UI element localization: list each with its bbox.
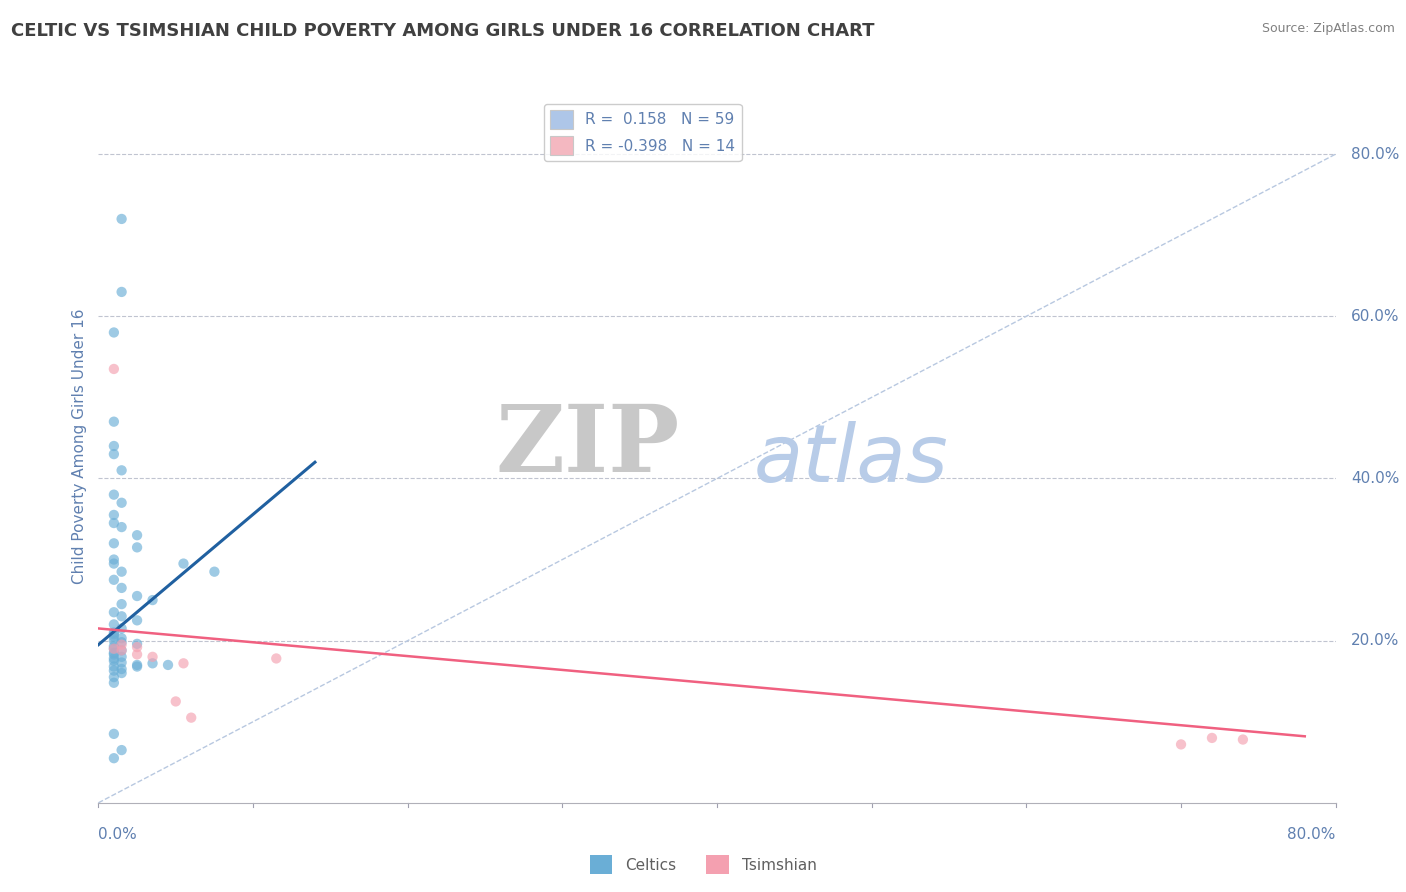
Point (103, 651, 125, 665)
Point (103, 415, 125, 429)
Point (103, 630, 125, 644)
Point (103, 447, 125, 461)
Text: 0.0%: 0.0% (98, 827, 138, 842)
Point (103, 573, 125, 587)
Point (103, 641, 125, 656)
Point (103, 536, 125, 550)
Point (103, 641, 125, 656)
Point (103, 727, 125, 741)
Point (111, 666, 132, 681)
Point (264, 651, 288, 665)
Text: CELTIC VS TSIMSHIAN CHILD POVERTY AMONG GIRLS UNDER 16 CORRELATION CHART: CELTIC VS TSIMSHIAN CHILD POVERTY AMONG … (11, 22, 875, 40)
Point (157, 657, 180, 672)
Point (103, 516, 125, 530)
Point (103, 633, 125, 648)
Point (127, 640, 149, 654)
Point (111, 643, 132, 657)
Point (127, 657, 149, 672)
Point (141, 593, 165, 607)
Point (127, 659, 149, 673)
Text: atlas: atlas (754, 421, 949, 500)
Point (103, 552, 125, 566)
Point (1170, 738, 1192, 752)
Point (103, 326, 125, 340)
Point (127, 528, 149, 542)
Point (111, 635, 132, 649)
Point (103, 617, 125, 632)
Point (111, 496, 132, 510)
Point (103, 439, 125, 453)
Point (1201, 731, 1223, 745)
Point (127, 613, 149, 627)
Point (111, 631, 132, 645)
Point (111, 743, 132, 757)
Text: 80.0%: 80.0% (1351, 146, 1399, 161)
Point (127, 589, 149, 603)
Point (103, 640, 125, 654)
Point (111, 609, 132, 624)
Point (103, 508, 125, 522)
Point (111, 565, 132, 579)
Y-axis label: Child Poverty Among Girls Under 16: Child Poverty Among Girls Under 16 (72, 309, 87, 583)
Point (111, 643, 132, 657)
Point (204, 565, 226, 579)
Point (111, 662, 132, 676)
Point (103, 648, 125, 662)
Text: 80.0%: 80.0% (1288, 827, 1336, 842)
Legend: Celtics, Tsimshian: Celtics, Tsimshian (583, 849, 823, 880)
Point (111, 581, 132, 595)
Point (111, 622, 132, 636)
Point (103, 675, 125, 690)
Point (172, 557, 194, 571)
Point (111, 211, 132, 226)
Point (141, 649, 165, 664)
Point (103, 664, 125, 678)
Point (165, 694, 187, 708)
Point (111, 463, 132, 477)
Legend: R =  0.158   N = 59, R = -0.398   N = 14: R = 0.158 N = 59, R = -0.398 N = 14 (544, 104, 741, 161)
Point (1232, 732, 1254, 747)
Point (103, 670, 125, 684)
Point (111, 656, 132, 670)
Point (111, 285, 132, 299)
Point (103, 646, 125, 660)
Point (103, 362, 125, 376)
Text: 40.0%: 40.0% (1351, 471, 1399, 486)
Text: 60.0%: 60.0% (1351, 309, 1399, 324)
Point (103, 627, 125, 641)
Point (103, 488, 125, 502)
Point (172, 657, 194, 671)
Text: ZIP: ZIP (496, 401, 681, 491)
Point (180, 711, 202, 725)
Point (103, 605, 125, 619)
Point (103, 659, 125, 673)
Point (103, 751, 125, 765)
Point (111, 520, 132, 534)
Point (127, 541, 149, 555)
Text: 20.0%: 20.0% (1351, 633, 1399, 648)
Point (103, 654, 125, 668)
Point (111, 649, 132, 664)
Point (127, 637, 149, 651)
Point (111, 597, 132, 611)
Point (103, 625, 125, 640)
Text: Source: ZipAtlas.com: Source: ZipAtlas.com (1261, 22, 1395, 36)
Point (141, 657, 165, 671)
Point (127, 648, 149, 662)
Point (103, 557, 125, 571)
Point (111, 638, 132, 652)
